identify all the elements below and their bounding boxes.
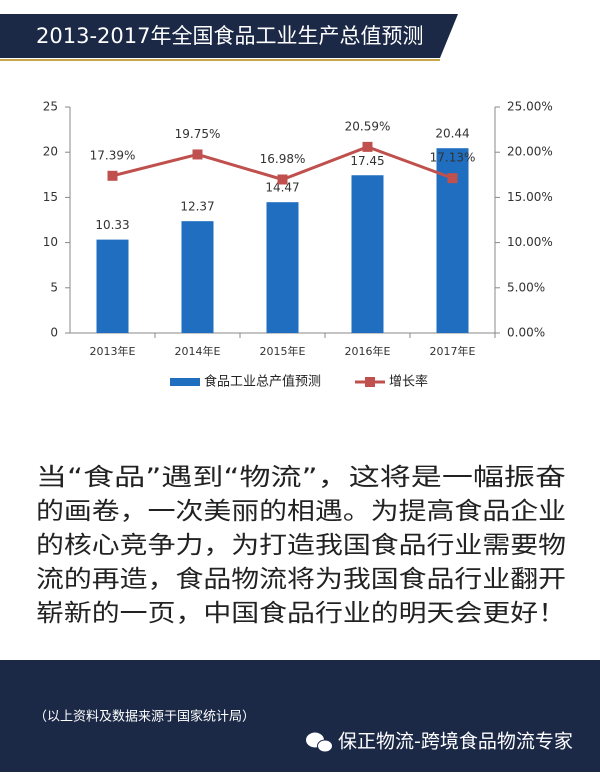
legend-label: 增长率 [389,374,428,390]
header-band [0,14,458,58]
y-tick-label: 10 [43,235,58,249]
bar-value-label: 20.44 [435,127,469,141]
chart: 0 5 10 15 20 25 0.00% 5.00% 10.00% 15.00% 20.00% 25… [43,100,553,390]
bar-value-label: 17.45 [350,154,384,168]
line-marker [277,174,288,185]
body-line: 流的再造，食品物流将为我国食品行业翻开 [36,565,566,593]
line-marker [192,149,203,160]
legend-swatch-marker [365,377,375,387]
y2-tick-label: 5.00% [507,280,545,294]
footer-source: （以上资料及数据来源于国家统计局） [34,709,255,725]
body-line: 的画卷，一次美丽的相遇。为提高食品企业 [36,497,566,525]
bar [266,202,299,333]
line-marker [447,173,458,184]
body-line: 当“食品”遇到“物流”，这将是一幅振奋 [36,463,566,491]
y-tick-label: 20 [43,145,58,159]
x-tick-label: 2015年E [260,344,306,358]
line-value-label: 16.98% [260,152,306,166]
x-tick-label: 2017年E [430,344,476,358]
bar [351,175,384,333]
line-marker [362,141,373,152]
y2-tick-label: 0.00% [507,326,545,340]
body-text: 当“食品”遇到“物流”，这将是一幅振奋的画卷，一次美丽的相遇。为提高食品企业的核… [36,463,566,627]
y-tick-label: 5 [50,280,58,294]
wechat-icon [306,732,333,753]
bar-value-label: 12.37 [180,200,214,214]
bar [181,221,214,333]
footer-band [0,660,600,772]
y-tick-label: 0 [50,326,58,340]
x-tick-label: 2014年E [175,344,221,358]
line-marker [107,170,118,181]
legend-swatch [170,378,200,386]
x-tick-label: 2016年E [345,344,391,358]
line-value-label: 19.75% [175,127,221,141]
y2-tick-label: 25.00% [507,100,553,114]
y-tick-label: 15 [43,190,58,204]
line-value-label: 20.59% [345,119,391,133]
line-value-label: 17.13% [430,151,476,165]
line-value-label: 17.39% [90,148,136,162]
y2-tick-label: 10.00% [507,235,553,249]
x-tick-label: 2013年E [90,344,136,358]
y2-tick-label: 15.00% [507,190,553,204]
footer-brand: 保正物流-跨境食品物流专家 [338,731,573,753]
bar-value-label: 14.47 [265,181,299,195]
legend-label: 食品工业总产值预测 [204,374,321,390]
bar [96,239,129,333]
body-line: 的核心竞争力，为打造我国食品行业需要物 [36,531,566,559]
bar-value-label: 10.33 [95,218,129,232]
y-tick-label: 25 [43,100,58,114]
body-line: 崭新的一页，中国食品行业的明天会更好！ [36,599,566,627]
y2-tick-label: 20.00% [507,145,553,159]
header-title: 2013-2017年全国食品工业生产总值预测 [36,24,423,48]
